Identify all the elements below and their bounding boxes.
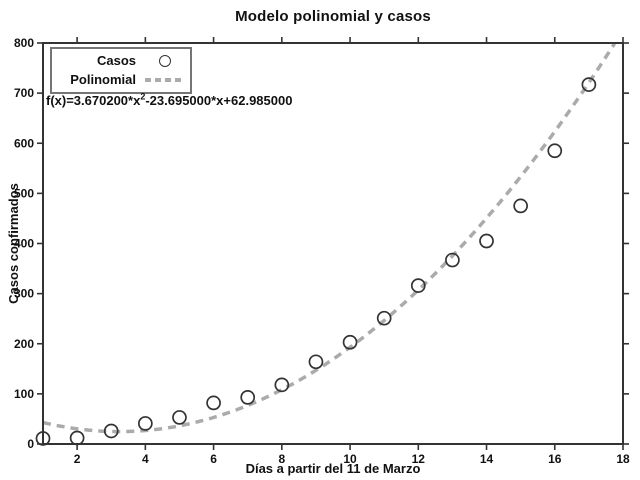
x-tick-label: 14 xyxy=(480,452,494,466)
polynomial-curve xyxy=(42,42,616,434)
y-tick-label: 600 xyxy=(14,136,34,150)
circle-marker-icon xyxy=(159,55,171,67)
data-point-1 xyxy=(35,431,51,446)
data-point-7 xyxy=(240,390,256,405)
x-tick-label: 18 xyxy=(616,452,630,466)
equation-label: f(x)=3.670200*x2-23.695000*x+62.985000 xyxy=(46,91,293,108)
data-point-3 xyxy=(103,423,119,439)
y-tick-label: 400 xyxy=(14,237,34,251)
y-tick-label: 700 xyxy=(14,86,34,100)
legend-label-polinomial: Polinomial xyxy=(70,72,136,87)
data-point-11 xyxy=(376,310,392,326)
y-tick-label: 800 xyxy=(14,36,34,50)
data-point-8 xyxy=(274,377,290,393)
x-tick-label: 6 xyxy=(210,452,217,466)
y-tick-label: 500 xyxy=(14,186,34,200)
x-tick-label: 4 xyxy=(142,452,149,466)
x-tick-label: 2 xyxy=(74,452,81,466)
legend-box: Casos Polinomial xyxy=(50,47,192,94)
plot-frame xyxy=(42,42,624,445)
x-axis-label: Días a partir del 11 de Marzo xyxy=(245,461,421,476)
x-tick-label: 10 xyxy=(343,452,357,466)
y-tick-label: 200 xyxy=(14,337,34,351)
y-tick-label: 300 xyxy=(14,287,34,301)
legend-item-polinomial: Polinomial xyxy=(56,71,186,89)
data-point-12 xyxy=(410,278,426,293)
y-axis-label: Casos confirmados xyxy=(5,183,21,304)
legend-sample-polinomial xyxy=(144,78,186,82)
x-tick-label: 8 xyxy=(278,452,285,466)
legend-item-casos: Casos xyxy=(56,52,186,70)
legend-label-casos: Casos xyxy=(96,53,136,68)
data-point-4 xyxy=(138,416,153,431)
data-point-15 xyxy=(513,198,528,214)
legend-sample-casos xyxy=(144,55,186,67)
y-tick-label: 0 xyxy=(27,437,34,451)
data-point-13 xyxy=(445,252,460,268)
data-point-2 xyxy=(69,430,85,446)
data-point-9 xyxy=(308,354,324,370)
data-point-17 xyxy=(581,77,597,92)
chart-title: Modelo polinomial y casos xyxy=(235,8,431,25)
data-point-5 xyxy=(172,410,187,425)
y-axis-label-wrap: Casos confirmados xyxy=(0,43,26,444)
data-point-10 xyxy=(342,334,358,350)
x-tick-label: 16 xyxy=(548,452,562,466)
dashed-line-icon xyxy=(145,78,185,82)
data-point-6 xyxy=(206,395,221,411)
data-point-14 xyxy=(479,233,494,249)
data-point-16 xyxy=(547,143,563,159)
x-tick-label: 12 xyxy=(412,452,426,466)
y-tick-label: 100 xyxy=(14,387,34,401)
